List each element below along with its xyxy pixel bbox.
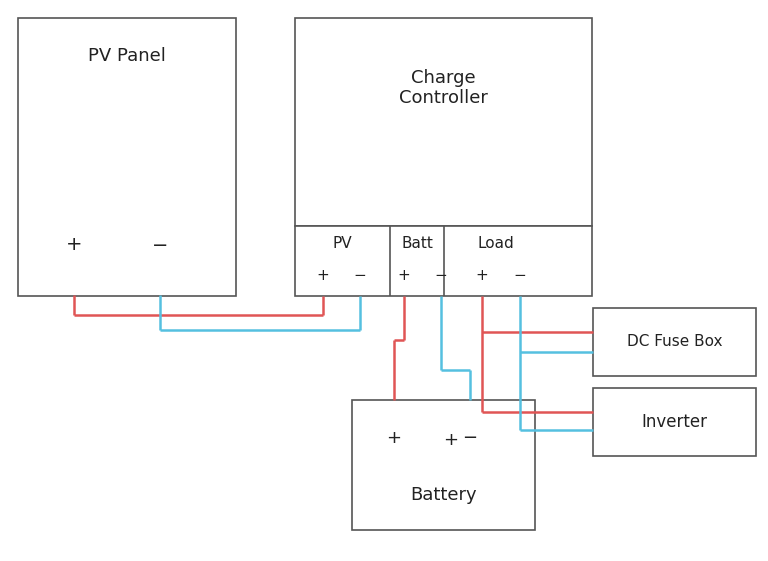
Text: PV: PV (333, 237, 352, 251)
Text: Battery: Battery (410, 486, 477, 504)
Text: −: − (353, 269, 366, 283)
Bar (593, 308, 756, 376)
Bar (295, 226, 592, 296)
Bar (295, 18, 592, 226)
Text: −: − (435, 269, 448, 283)
Text: Inverter: Inverter (641, 413, 707, 431)
Text: +: + (398, 269, 410, 283)
Text: +: + (443, 431, 458, 449)
Text: Load: Load (478, 237, 515, 251)
Text: Batt: Batt (401, 237, 433, 251)
Text: PV Panel: PV Panel (88, 47, 166, 65)
Text: −: − (514, 269, 526, 283)
Text: +: + (475, 269, 488, 283)
Text: Charge
Controller: Charge Controller (399, 68, 488, 107)
Text: −: − (462, 429, 478, 447)
Bar (352, 400, 535, 530)
Bar (593, 388, 756, 456)
Text: +: + (386, 429, 402, 447)
Text: +: + (66, 236, 82, 255)
Text: +: + (316, 269, 329, 283)
Text: DC Fuse Box: DC Fuse Box (627, 334, 722, 350)
Text: −: − (152, 236, 168, 255)
Bar (18, 18, 236, 296)
